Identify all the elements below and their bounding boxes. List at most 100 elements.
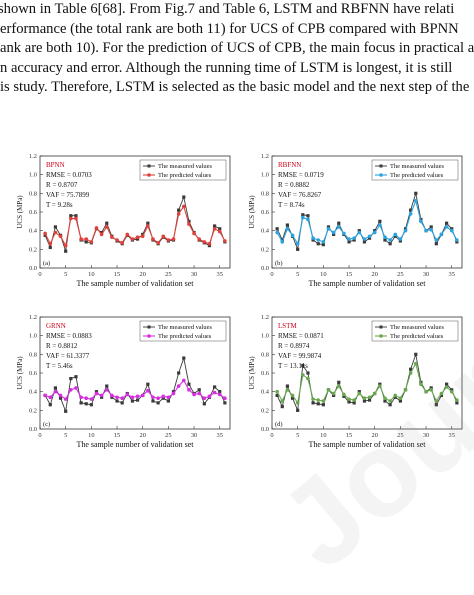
x-tick-label: 30 <box>191 271 197 278</box>
chart-panel: 0.0 0.2 0.4 0.6 0.8 1.0 1.2 0 5 10 15 20 25 30 35 UCS (… <box>16 314 231 449</box>
legend-measured-label: The measured values <box>390 163 444 170</box>
predicted-point <box>223 396 227 400</box>
measured-point <box>444 221 449 225</box>
predicted-point <box>316 398 321 402</box>
predicted-point <box>275 230 279 235</box>
measured-point <box>398 239 402 243</box>
predicted-point <box>166 395 171 400</box>
y-tick-label: 0.4 <box>261 228 270 235</box>
measured-point <box>100 230 104 235</box>
predicted-point <box>94 226 99 230</box>
measured-point <box>146 221 150 225</box>
measured-point <box>79 401 83 405</box>
predicted-point <box>331 230 336 235</box>
predicted-point <box>130 395 135 400</box>
predicted-point <box>280 399 285 403</box>
predicted-point <box>383 235 387 239</box>
x-tick-label: 35 <box>449 432 455 439</box>
measured-point <box>212 224 217 228</box>
measured-point <box>306 371 310 375</box>
x-tick-label: 0 <box>38 271 41 278</box>
measured-point <box>455 401 459 405</box>
predicted-point <box>306 217 310 222</box>
predicted-point <box>99 232 104 237</box>
predicted-point <box>135 235 140 239</box>
measured-point <box>429 225 433 229</box>
x-tick-label: 35 <box>217 432 223 439</box>
predicted-point <box>306 376 310 381</box>
measured-point <box>171 390 176 394</box>
predicted-point <box>419 382 423 386</box>
measured-point <box>48 245 52 250</box>
measured-point <box>207 244 212 248</box>
y-tick-label: 0.0 <box>29 426 37 433</box>
y-tick-label: 0.8 <box>29 351 37 358</box>
predicted-point <box>161 234 166 239</box>
measured-point <box>337 380 341 384</box>
predicted-point <box>429 227 433 232</box>
measured-point <box>388 403 392 407</box>
measured-point <box>53 225 58 229</box>
measured-point <box>218 227 222 231</box>
measured-point <box>146 382 150 386</box>
y-tick-label: 1.0 <box>29 172 37 179</box>
measured-point <box>311 401 315 405</box>
predicted-point <box>192 392 196 397</box>
measured-point <box>280 238 284 242</box>
predicted-point <box>388 399 392 403</box>
predicted-point <box>367 234 372 239</box>
predicted-point <box>301 373 305 377</box>
predicted-point <box>120 241 124 245</box>
model-name: RBFNN <box>278 161 301 169</box>
y-tick-label: 0.2 <box>261 246 269 253</box>
predicted-point <box>347 237 351 241</box>
x-tick-label: 25 <box>165 432 171 439</box>
measured-point <box>357 229 361 233</box>
predicted-point <box>217 392 222 397</box>
x-tick-label: 20 <box>140 432 146 439</box>
x-axis-label: The sample number of validation set <box>308 279 426 288</box>
measured-point <box>74 214 78 218</box>
predicted-point <box>207 241 212 246</box>
measured-point <box>161 396 165 400</box>
measured-point <box>275 393 279 397</box>
x-tick-label: 20 <box>140 271 146 278</box>
measured-point <box>455 240 459 244</box>
predicted-point <box>403 388 408 392</box>
predicted-point <box>372 391 377 396</box>
measured-point <box>332 232 336 236</box>
y-tick-label: 1.2 <box>29 314 37 321</box>
x-tick-label: 10 <box>88 271 94 278</box>
measured-point <box>296 408 300 412</box>
y-tick-label: 0.8 <box>261 351 269 358</box>
predicted-point <box>326 227 331 231</box>
x-tick-label: 25 <box>397 432 403 439</box>
y-tick-label: 0.6 <box>29 209 37 216</box>
x-tick-label: 35 <box>217 271 223 278</box>
predicted-point <box>424 228 428 233</box>
measured-point <box>352 401 356 405</box>
legend-measured-label: The measured values <box>158 163 212 170</box>
stat-line: VAF = 75.7899 <box>46 191 90 199</box>
x-tick-label: 5 <box>64 271 67 278</box>
measured-point <box>362 240 367 244</box>
measured-point <box>105 221 109 225</box>
figure-panels: 0.0 0.2 0.4 0.6 0.8 1.0 1.2 0 5 10 15 20 25 30 35 UCS (… <box>16 153 463 449</box>
text-line: shown in Table 6[68]. From Fig.7 and Tab… <box>0 1 455 17</box>
measured-point <box>388 242 392 246</box>
measured-point <box>444 382 449 386</box>
predicted-point <box>74 216 78 221</box>
predicted-point <box>115 395 119 400</box>
measured-point <box>352 238 356 242</box>
measured-point <box>275 227 279 231</box>
predicted-point <box>212 390 217 395</box>
x-tick-label: 0 <box>270 271 273 278</box>
stat-line: T = 8.74s <box>278 201 305 209</box>
measured-point <box>110 395 114 399</box>
model-name: LSTM <box>278 322 297 330</box>
measured-point <box>316 242 320 246</box>
measured-point <box>156 401 160 405</box>
predicted-point <box>357 391 362 396</box>
y-tick-label: 0.8 <box>29 190 37 197</box>
stat-line: T = 5.46s <box>46 362 73 370</box>
